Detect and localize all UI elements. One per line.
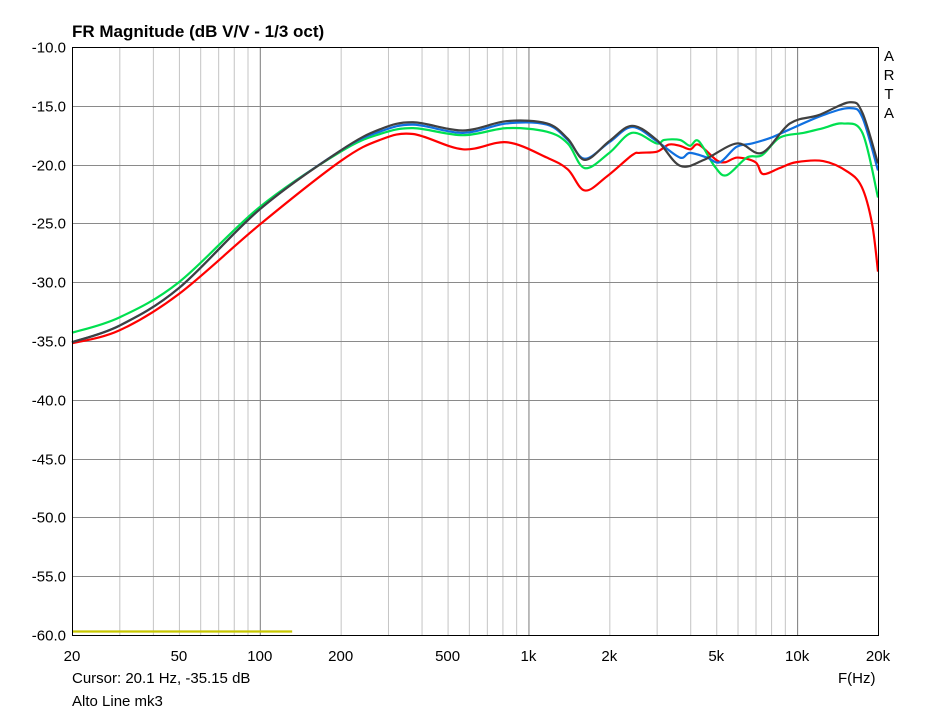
- y-tick-label: -25.0: [32, 216, 66, 233]
- x-tick-label: 5k: [708, 648, 724, 665]
- series-line-1: [71, 132, 880, 345]
- x-tick-label: 200: [328, 648, 353, 665]
- measurement-name: Alto Line mk3: [72, 693, 163, 710]
- chart-title: FR Magnitude (dB V/V - 1/3 oct): [72, 22, 325, 41]
- x-tick-label: 50: [171, 648, 188, 665]
- y-tick-label: -40.0: [32, 393, 66, 410]
- x-tick-label: 20k: [866, 648, 891, 665]
- y-tick-label: -55.0: [32, 569, 66, 586]
- arta-letter: A: [883, 105, 894, 122]
- arta-letter: A: [883, 48, 894, 65]
- x-tick-label: 1k: [521, 648, 537, 665]
- x-tick-label: 20: [64, 648, 81, 665]
- arta-letter: T: [884, 86, 894, 103]
- y-tick-label: -45.0: [32, 452, 66, 469]
- y-tick-label: -15.0: [32, 99, 66, 116]
- plot-border: [72, 47, 879, 636]
- y-tick-label: -20.0: [32, 158, 66, 175]
- cursor-readout: Cursor: 20.1 Hz, -35.15 dB: [72, 670, 251, 687]
- y-tick-label: -10.0: [32, 40, 66, 57]
- x-tick-label: 10k: [785, 648, 810, 665]
- series-line-4: [71, 101, 880, 344]
- y-tick-label: -35.0: [32, 334, 66, 351]
- y-tick-label: -50.0: [32, 510, 66, 527]
- x-axis-label: F(Hz): [838, 670, 876, 687]
- x-tick-label: 500: [435, 648, 460, 665]
- series-line-2: [71, 122, 880, 334]
- x-tick-label: 100: [247, 648, 272, 665]
- y-tick-label: -30.0: [32, 275, 66, 292]
- arta-letter: R: [883, 67, 895, 84]
- x-tick-label: 2k: [601, 648, 617, 665]
- arta-logo: A R T A: [882, 47, 896, 123]
- y-tick-label: -60.0: [32, 628, 66, 645]
